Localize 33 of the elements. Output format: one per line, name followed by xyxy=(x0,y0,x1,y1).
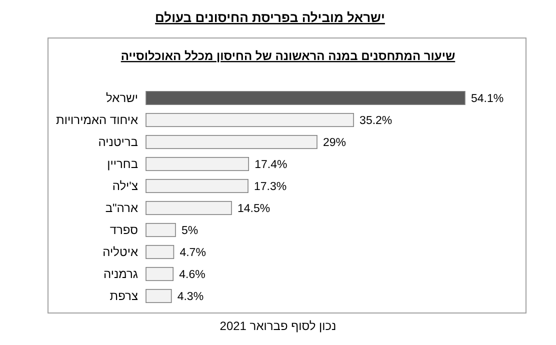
bar xyxy=(146,179,248,193)
y-tick-label: גרמניה xyxy=(103,267,138,281)
bar xyxy=(146,91,466,105)
y-tick-label: בריטניה xyxy=(98,135,138,149)
y-tick-label: צ'ילה xyxy=(112,179,138,193)
y-tick-label: ספרד xyxy=(110,223,138,237)
y-tick-label: ישראל xyxy=(106,91,138,105)
data-label: 4.6% xyxy=(179,269,206,281)
data-label: 4.7% xyxy=(180,247,206,259)
bar xyxy=(146,223,176,237)
data-label: 17.3% xyxy=(254,181,287,193)
data-label: 35.2% xyxy=(360,115,392,127)
bar xyxy=(146,245,174,259)
data-label: 17.4% xyxy=(254,159,288,171)
data-label: 5% xyxy=(181,225,198,237)
bar xyxy=(146,289,172,303)
bar xyxy=(146,113,354,127)
data-label: 14.5% xyxy=(238,203,270,215)
y-tick-label: איחוד האמירויות xyxy=(56,113,138,127)
text: נכון לסוף פברואר 2021 xyxy=(220,319,336,333)
bar xyxy=(146,157,249,171)
y-tick-label: ארה"ב xyxy=(105,201,138,215)
chart-title: ישראל מובילה בפריסת החיסונים בעולם xyxy=(155,10,385,25)
data-label: 29% xyxy=(323,137,346,149)
bar xyxy=(146,201,232,215)
y-tick-label: בחריין xyxy=(107,157,138,171)
y-tick-label: איטליה xyxy=(102,245,138,259)
data-label: 54.1% xyxy=(471,93,504,105)
y-tick-label: צרפת xyxy=(110,289,138,303)
data-label: 4.3% xyxy=(177,291,204,303)
bar xyxy=(146,267,174,281)
bar xyxy=(146,135,318,149)
chart-subtitle: שיעור המתחסנים במנה הראשונה של החיסון מכלל האוכלוסייה xyxy=(120,49,456,63)
